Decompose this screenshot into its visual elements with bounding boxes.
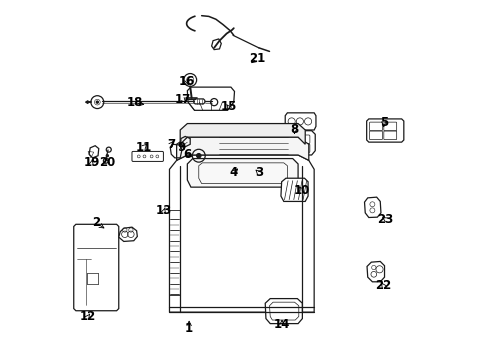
- Text: 23: 23: [377, 213, 393, 226]
- Text: 12: 12: [80, 310, 96, 323]
- Polygon shape: [74, 224, 119, 311]
- Text: 9: 9: [178, 141, 186, 154]
- Polygon shape: [364, 197, 380, 217]
- Text: 10: 10: [293, 184, 309, 197]
- Text: 3: 3: [254, 166, 263, 179]
- Text: 6: 6: [183, 148, 191, 162]
- Text: 21: 21: [248, 52, 264, 65]
- Polygon shape: [119, 227, 137, 242]
- Text: 20: 20: [99, 156, 115, 169]
- Polygon shape: [169, 155, 313, 312]
- Text: 11: 11: [135, 141, 152, 154]
- Text: 17: 17: [175, 93, 191, 106]
- Polygon shape: [281, 178, 307, 202]
- Polygon shape: [366, 261, 384, 282]
- Text: 2: 2: [92, 216, 100, 229]
- Circle shape: [196, 154, 201, 158]
- Text: 22: 22: [374, 279, 390, 292]
- Polygon shape: [85, 101, 88, 104]
- Polygon shape: [187, 158, 298, 187]
- Polygon shape: [176, 137, 308, 160]
- Text: 16: 16: [179, 75, 195, 88]
- Polygon shape: [180, 123, 305, 144]
- Text: 13: 13: [156, 204, 172, 217]
- Polygon shape: [264, 298, 302, 324]
- Polygon shape: [366, 119, 403, 142]
- Text: 7: 7: [167, 138, 175, 151]
- Text: 19: 19: [83, 156, 100, 169]
- Circle shape: [106, 155, 108, 157]
- Circle shape: [96, 101, 98, 103]
- Text: 1: 1: [184, 322, 193, 335]
- Text: 14: 14: [273, 318, 289, 331]
- Text: 15: 15: [220, 100, 236, 113]
- Text: 5: 5: [379, 116, 387, 129]
- Text: 4: 4: [229, 166, 238, 179]
- Text: 8: 8: [290, 123, 298, 136]
- Text: 18: 18: [126, 96, 142, 109]
